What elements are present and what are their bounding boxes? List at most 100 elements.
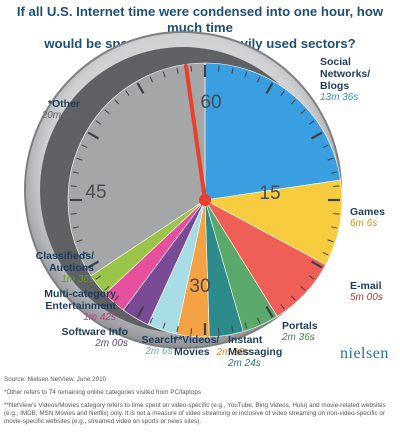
major-tick [136,305,145,318]
clock-hand [184,64,207,202]
minor-tick [322,144,329,148]
minor-tick [114,295,120,301]
minor-tick [95,275,101,280]
chart-title-line-1: If all U.S. Internet time were condensed… [16,4,384,35]
footnote-videos: **NetView's Videos/Movies category refer… [4,402,386,425]
label-instant-messaging-line-1: Instant [228,334,263,346]
major-tick [136,82,145,95]
minor-tick [333,212,340,215]
minor-tick [309,275,315,280]
label-multi-category: Multi-category Entertainment 1m 42s [4,288,116,324]
dial-number-45: 45 [85,182,106,203]
label-other-name: *Other [47,98,80,110]
label-portals: Portals 2m 36s [282,320,318,344]
dial-number-30: 30 [189,276,210,297]
label-social-networks-value: 13m 36s [320,92,359,103]
pie-slices [67,62,343,338]
minor-tick [231,67,234,74]
label-classifieds-value: 1m 36s [61,274,94,285]
minor-tick [149,317,153,324]
minor-tick [114,99,120,105]
label-social-networks-line-2: Networks/ [320,68,371,80]
pie-slice-other [67,62,206,277]
minor-tick [231,326,234,333]
label-other-value: 20m 36s [41,110,80,121]
minor-tick [244,322,248,329]
minor-tick [322,252,329,256]
dial-number-60: 60 [200,92,221,113]
minor-tick [125,304,130,310]
label-videos-movies-line-1: **Videos/ [174,334,220,346]
clock-hub [199,194,211,206]
label-instant-messaging-line-2: Messaging [228,346,283,358]
minor-tick [257,76,261,83]
minor-tick [217,328,220,335]
minor-tick [162,71,166,78]
minor-tick [72,171,79,174]
minor-tick [309,120,315,125]
minor-tick [176,67,179,74]
minor-tick [257,317,261,324]
minor-tick [72,226,79,229]
minor-tick [331,171,338,174]
major-tick [87,131,100,140]
label-games: Games 6m 6s [350,206,385,230]
major-tick [265,305,274,318]
minor-tick [95,120,101,125]
label-instant-messaging: Instant Messaging 2m 24s [228,334,282,370]
minor-tick [290,295,296,301]
major-tick [310,131,323,140]
label-search: Search 2m 6s [136,334,182,358]
label-software-info-name: Software Info [61,326,128,338]
clock-ticks [70,65,340,335]
minor-tick [217,65,220,72]
minor-tick [280,304,285,310]
minor-tick [244,71,248,78]
minor-tick [81,144,88,148]
label-videos-movies-value: 2m 18s [216,347,250,358]
footnote-other: *Other refers to 74 remaining online cat… [4,389,202,396]
label-social-networks: Social Networks/ Blogs 13m 36s [320,56,370,104]
minor-tick [76,157,83,161]
minor-tick [300,285,306,291]
minor-tick [76,239,83,243]
label-portals-name: Portals [282,320,318,332]
minor-tick [327,239,334,243]
dial-number-15: 15 [259,183,280,204]
minor-tick [176,326,179,333]
nielsen-logo: nielsen [340,345,389,362]
minor-tick [162,322,166,329]
label-social-networks-line-1: Social [320,56,351,68]
label-games-name: Games [350,206,386,218]
label-classifieds-line-2: Auctions [49,262,94,274]
label-multi-category-line-2: Entertainment [45,300,116,312]
minor-tick [280,90,285,96]
label-software-info: Software Info 2m 00s [4,326,128,350]
label-games-value: 6m 6s [350,218,378,229]
label-search-name: Search [141,334,177,346]
minor-tick [149,76,153,83]
label-instant-messaging-value: 2m 24s [228,358,261,369]
label-videos-movies: **Videos/ Movies 2m 18s [174,334,249,359]
label-multi-category-value: 1m 42s [83,312,116,323]
pie-slice-social-networks-blogs [204,62,341,201]
minor-tick [104,285,110,291]
minor-tick [81,252,88,256]
minor-tick [190,328,193,335]
minor-tick [327,157,334,161]
minor-tick [300,109,306,115]
label-email-name: E-mail [350,280,382,292]
minor-tick [290,99,296,105]
minor-tick [70,185,77,188]
minor-tick [190,65,193,72]
label-other: *Other 20m 36s [20,98,80,122]
label-software-info-value: 2m 00s [95,338,128,349]
minor-tick [331,226,338,229]
footnote-source: Source: Nielsen NetView, June 2010 [4,376,107,383]
label-email-value: 5m 00s [350,292,383,303]
minor-tick [70,212,77,215]
minor-tick [333,185,340,188]
minor-tick [125,90,130,96]
label-classifieds-line-1: Classifieds/ [35,250,94,262]
